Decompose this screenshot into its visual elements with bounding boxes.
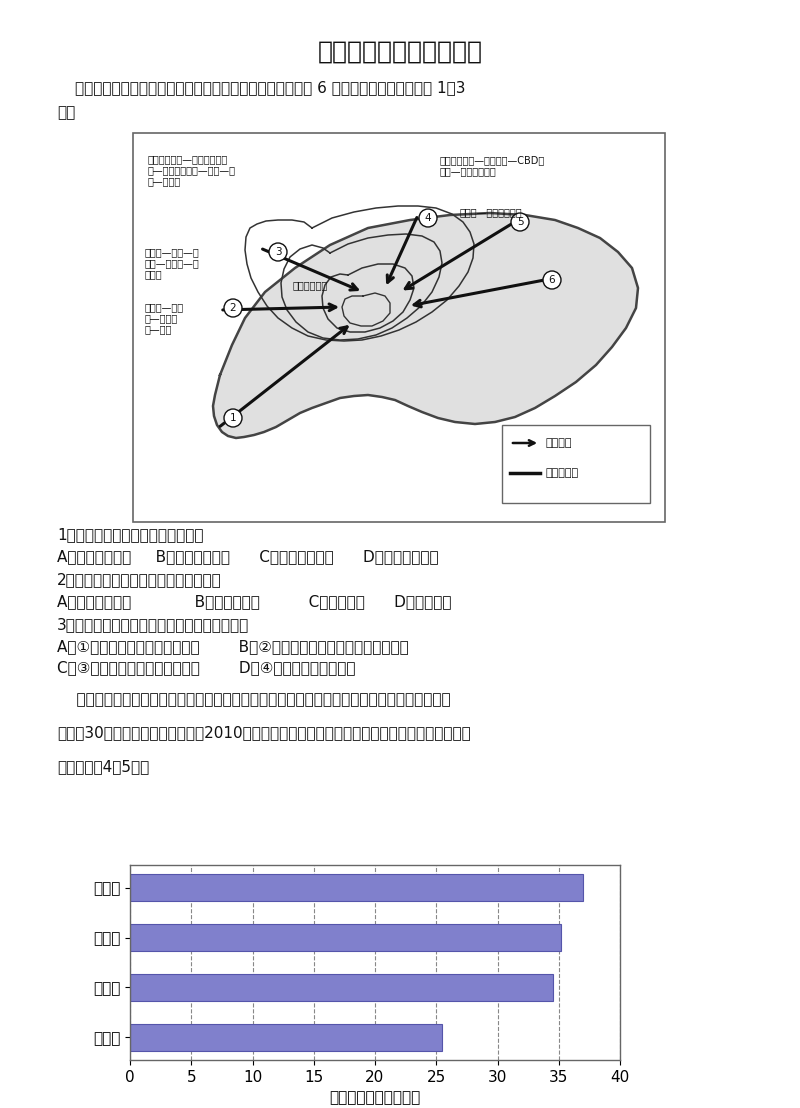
Text: 庄—丽泽桥: 庄—丽泽桥 — [145, 312, 178, 324]
Text: 1: 1 — [230, 413, 236, 423]
Text: A．缓解雾霾天气     B．分散城市职能      C．缓解交通拥堵      D．合理利用土地: A．缓解雾霾天气 B．分散城市职能 C．缓解交通拥堵 D．合理利用土地 — [57, 550, 438, 564]
Text: 1．北京城市风道建设的主要目的是: 1．北京城市风道建设的主要目的是 — [57, 527, 203, 543]
Text: 玉渊—玉渊滩—三: 玉渊—玉渊滩—三 — [145, 258, 200, 268]
Text: 3．关于图中北京部分城市风道的说法正确的是: 3．关于图中北京部分城市风道的说法正确的是 — [57, 617, 250, 633]
Text: 5: 5 — [517, 217, 523, 227]
Text: 园—奥林匹克公园—故宫—天: 园—奥林匹克公园—故宫—天 — [148, 165, 236, 175]
Text: 清河郊野公园—天坛公园—CBD东: 清河郊野公园—天坛公园—CBD东 — [440, 155, 546, 165]
Text: 京密路—东五环绿化带: 京密路—东五环绿化带 — [460, 207, 522, 217]
Text: 题。: 题。 — [57, 105, 75, 121]
Text: 门大街: 门大街 — [145, 269, 162, 279]
Text: 坛—十里河: 坛—十里河 — [148, 176, 182, 186]
Text: 通风廊道: 通风廊道 — [546, 438, 573, 448]
Text: 届高三定位考试地理试题: 届高三定位考试地理试题 — [318, 40, 482, 64]
Text: 太平郊野公园—东小口森林公: 太平郊野公园—东小口森林公 — [148, 154, 228, 164]
Circle shape — [419, 209, 437, 227]
Text: 扩区—东四环绿化带: 扩区—东四环绿化带 — [440, 166, 497, 176]
Circle shape — [543, 271, 561, 289]
Text: 植物园—昆明—是: 植物园—昆明—是 — [145, 247, 200, 257]
Bar — [133, 133, 665, 522]
Circle shape — [224, 299, 242, 317]
Text: 西五环绿化带: 西五环绿化带 — [293, 280, 328, 290]
Bar — [130, 974, 553, 1002]
Bar — [130, 874, 583, 901]
Bar — [130, 924, 562, 952]
Circle shape — [224, 409, 242, 427]
Text: 2．与城市风道设计相关度较低的因素是: 2．与城市风道设计相关度较低的因素是 — [57, 573, 222, 587]
Text: 3: 3 — [274, 247, 282, 257]
Text: 位数在30岁以上为老年型人口，读2010年浙江省衢州、丽水、金华、温州四市人口年龄中位数示: 位数在30岁以上为老年型人口，读2010年浙江省衢州、丽水、金华、温州四市人口年… — [57, 726, 470, 740]
Text: 人口年龄中位数指将全体人口按年龄大小的自然顺序排列时居于中间位置的人的年龄数值，中: 人口年龄中位数指将全体人口按年龄大小的自然顺序排列时居于中间位置的人的年龄数值，… — [57, 692, 450, 708]
Text: A．①风道的东南方向可建化工厂        B．②风道主要沿绿地、公园、河湖布局: A．①风道的东南方向可建化工厂 B．②风道主要沿绿地、公园、河湖布局 — [57, 639, 409, 655]
Text: 2: 2 — [230, 302, 236, 312]
Bar — [130, 1024, 442, 1051]
X-axis label: 人口年龄中位数（岁）: 人口年龄中位数（岁） — [330, 1090, 421, 1106]
Text: 意图，完成4～5题。: 意图，完成4～5题。 — [57, 759, 150, 774]
Text: 城区主干道: 城区主干道 — [546, 468, 579, 478]
Text: C．③风道需大量拆迁高大建筑物        D．④风道不利于保护故宫: C．③风道需大量拆迁高大建筑物 D．④风道不利于保护故宫 — [57, 660, 355, 676]
Polygon shape — [213, 213, 638, 438]
Text: A．城郊热岛环流             B．建筑物高度          C．人口密度      D．盛行风向: A．城郊热岛环流 B．建筑物高度 C．人口密度 D．盛行风向 — [57, 595, 451, 609]
Bar — [502, 425, 650, 503]
Text: 城市风道，又称为城市通风廊道。下图为北京市未来规划的 6 条城市风道。读图，回答 1～3: 城市风道，又称为城市通风廊道。下图为北京市未来规划的 6 条城市风道。读图，回答… — [75, 81, 466, 95]
Text: 6: 6 — [549, 275, 555, 285]
Circle shape — [511, 213, 529, 230]
Circle shape — [269, 243, 287, 261]
Text: 永定河—岳各: 永定河—岳各 — [145, 302, 184, 312]
Text: 4: 4 — [425, 213, 431, 223]
Text: 西—南苑: 西—南苑 — [145, 324, 172, 334]
